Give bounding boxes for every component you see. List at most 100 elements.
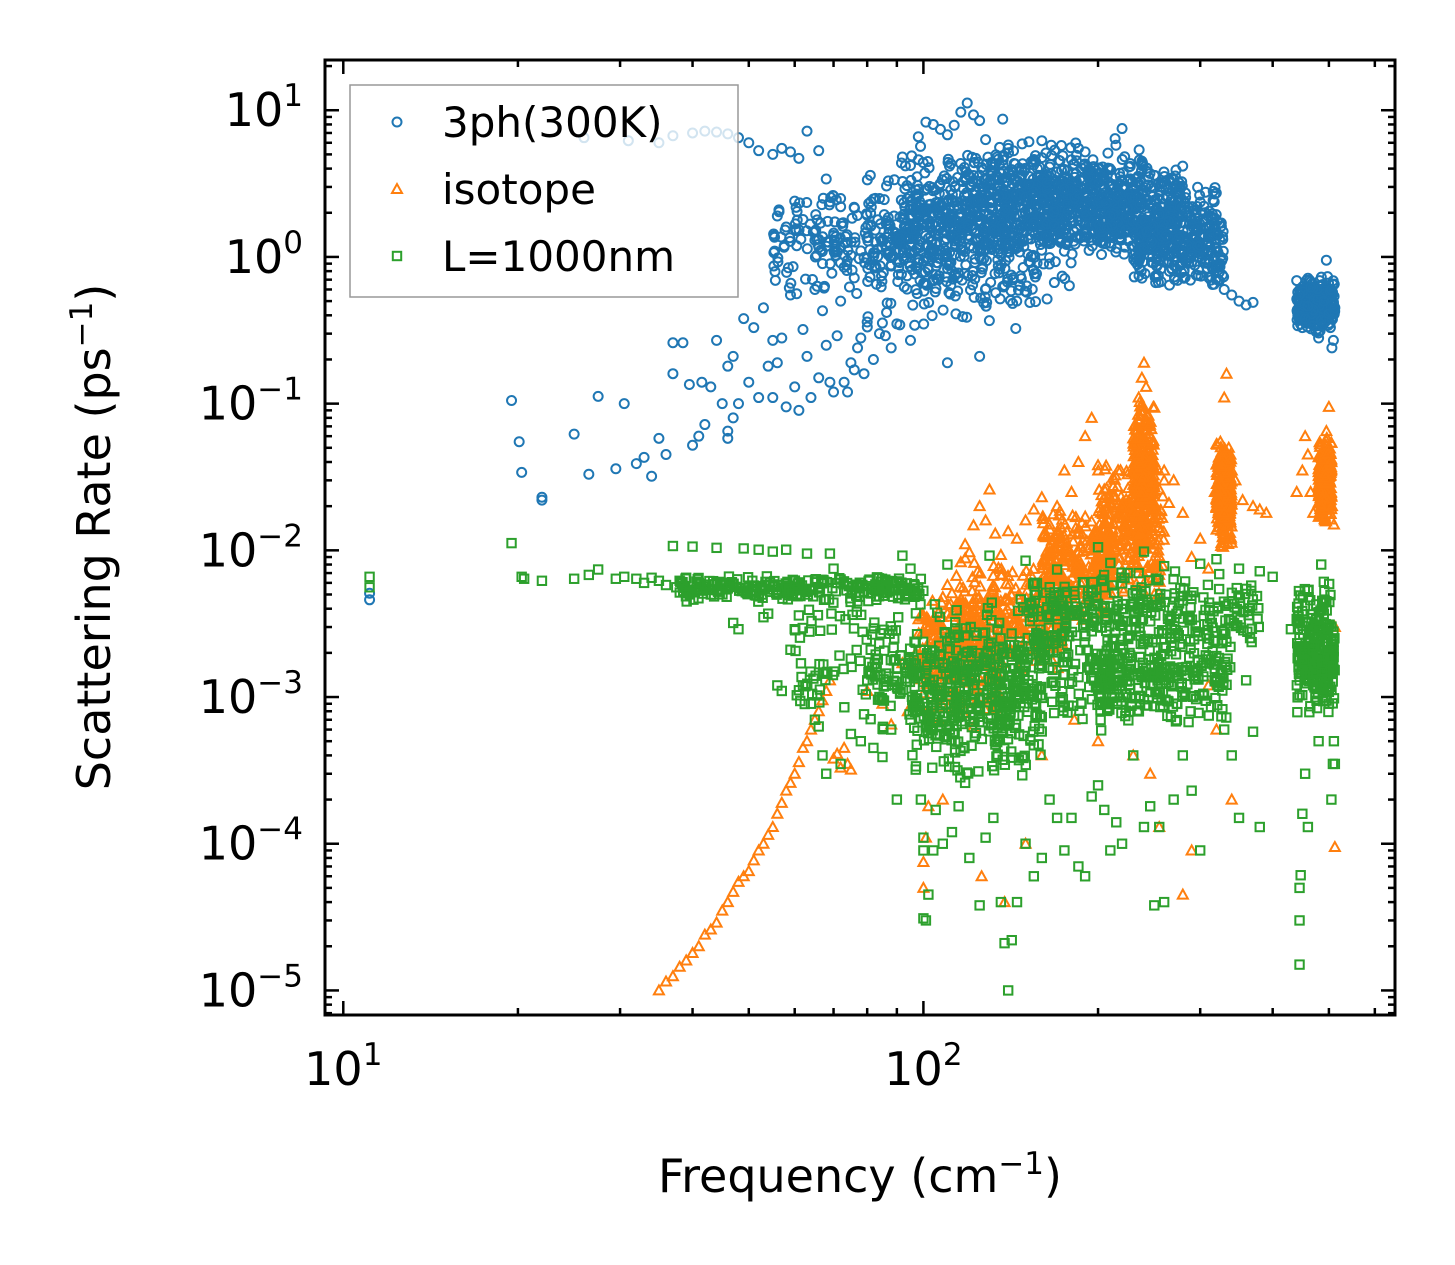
data-point (881, 306, 893, 318)
data-point (840, 231, 852, 243)
data-point (969, 257, 981, 269)
data-point (994, 203, 1006, 215)
data-point (1041, 177, 1053, 189)
data-point (949, 268, 961, 280)
data-point (1062, 165, 1074, 177)
data-point (926, 310, 938, 322)
data-point (1069, 238, 1081, 250)
data-point (1010, 176, 1022, 188)
data-point (881, 180, 893, 192)
data-point (892, 269, 904, 281)
data-point (1024, 296, 1036, 308)
data-point (800, 273, 812, 285)
data-point (1096, 249, 1108, 261)
data-point (834, 232, 846, 244)
data-point (781, 266, 793, 278)
data-point (795, 233, 807, 245)
data-point (1110, 139, 1122, 151)
data-point (773, 204, 785, 216)
data-point (1081, 191, 1093, 203)
data-point (1018, 166, 1030, 178)
data-point (1014, 189, 1026, 201)
data-point (897, 176, 909, 188)
data-point (906, 246, 918, 258)
data-point (1007, 297, 1019, 309)
data-point (1038, 258, 1050, 270)
data-point (865, 207, 877, 219)
data-point (1043, 197, 1055, 209)
data-point (1076, 175, 1088, 187)
data-point (1023, 178, 1035, 190)
data-point (859, 257, 871, 269)
data-point (934, 178, 946, 190)
data-point (981, 296, 993, 308)
data-point (993, 243, 1005, 255)
data-point (899, 218, 911, 230)
data-point (1019, 285, 1031, 297)
data-point (966, 270, 978, 282)
data-point (922, 156, 934, 168)
data-point (1027, 186, 1039, 198)
data-point (772, 256, 784, 268)
data-point (1097, 161, 1109, 173)
data-point (1048, 277, 1060, 289)
data-point (1009, 189, 1021, 201)
data-point (801, 243, 813, 255)
data-point (972, 156, 984, 168)
data-point (983, 315, 995, 327)
data-point (787, 261, 799, 273)
data-point (1115, 234, 1127, 246)
data-point (921, 183, 933, 195)
data-point (801, 197, 813, 209)
data-point (849, 236, 861, 248)
data-point (1049, 144, 1061, 156)
data-point (837, 217, 849, 229)
data-point (1041, 173, 1053, 185)
data-point (918, 218, 930, 230)
data-point (965, 284, 977, 296)
data-point (950, 196, 962, 208)
data-point (904, 201, 916, 213)
data-point (1040, 230, 1052, 242)
data-point (1094, 205, 1106, 217)
data-point (909, 189, 921, 201)
data-point (1017, 208, 1029, 220)
data-point (927, 185, 939, 197)
data-point (1048, 206, 1060, 218)
data-point (1008, 145, 1020, 157)
data-point (1049, 256, 1061, 268)
data-point (909, 226, 921, 238)
data-point (940, 271, 952, 283)
data-point (980, 255, 992, 267)
data-point (937, 251, 949, 263)
data-point (969, 209, 981, 221)
data-point (1030, 296, 1042, 308)
data-point (1025, 250, 1037, 262)
data-point (998, 165, 1010, 177)
series-circle (364, 97, 1341, 606)
data-point (894, 244, 906, 256)
data-point (1000, 177, 1012, 189)
data-point (915, 140, 927, 152)
data-point (933, 200, 945, 212)
data-point (986, 214, 998, 226)
data-point (904, 260, 916, 272)
data-point (1043, 258, 1055, 270)
data-point (821, 236, 833, 248)
data-point (1080, 227, 1092, 239)
data-point (882, 219, 894, 231)
data-point (1111, 242, 1123, 254)
data-point (1177, 160, 1189, 172)
data-point (1070, 137, 1082, 149)
data-point (869, 262, 881, 274)
data-point (968, 157, 980, 169)
data-point (1133, 144, 1145, 156)
data-point (935, 198, 947, 210)
data-point (1101, 169, 1113, 181)
data-point (1041, 293, 1053, 305)
data-point (1071, 155, 1083, 167)
data-point (1002, 225, 1014, 237)
data-point (907, 299, 919, 311)
data-point (1134, 198, 1146, 210)
